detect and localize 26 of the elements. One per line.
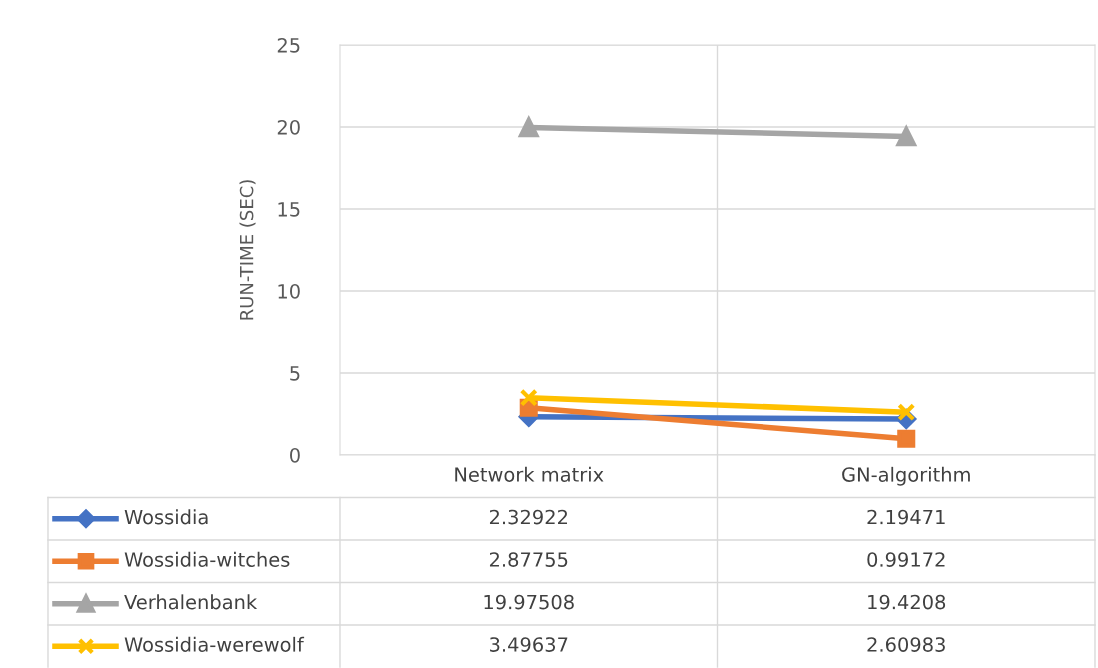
data-label: 0.99172 <box>867 552 945 567</box>
point <box>518 115 540 138</box>
y-tick-label: 5 <box>290 366 300 381</box>
legend-label: Wossidia-witches <box>124 551 290 567</box>
point <box>897 403 916 422</box>
data-label: 2.87755 <box>489 552 568 567</box>
y-tick-label: 25 <box>277 37 300 53</box>
y-tick-label: 15 <box>278 202 300 217</box>
point <box>895 124 917 147</box>
y-tick-label: 0 <box>290 447 300 463</box>
legend-label: Wossidia <box>124 509 208 525</box>
data-label: 19.4208 <box>868 594 946 610</box>
y-tick-label: 20 <box>277 119 300 135</box>
legend-label: Verhalenbank <box>124 594 258 610</box>
data-label: 3.49637 <box>490 637 568 652</box>
y-tick-label: 10 <box>278 283 300 299</box>
data-label: 2.32922 <box>489 509 568 525</box>
data-label: 2.19471 <box>867 509 945 525</box>
legend-label: Wossidia-werewolf <box>124 636 305 652</box>
x-tick-label: Network matrix <box>455 466 604 482</box>
point <box>519 388 538 407</box>
y-axis-title: RUN-TIME (SEC) <box>239 180 256 320</box>
data-label: 19.97508 <box>484 594 574 610</box>
data-label: 2.60983 <box>867 637 945 652</box>
point <box>897 429 916 448</box>
x-tick-label: GN-algorithm <box>842 466 970 486</box>
